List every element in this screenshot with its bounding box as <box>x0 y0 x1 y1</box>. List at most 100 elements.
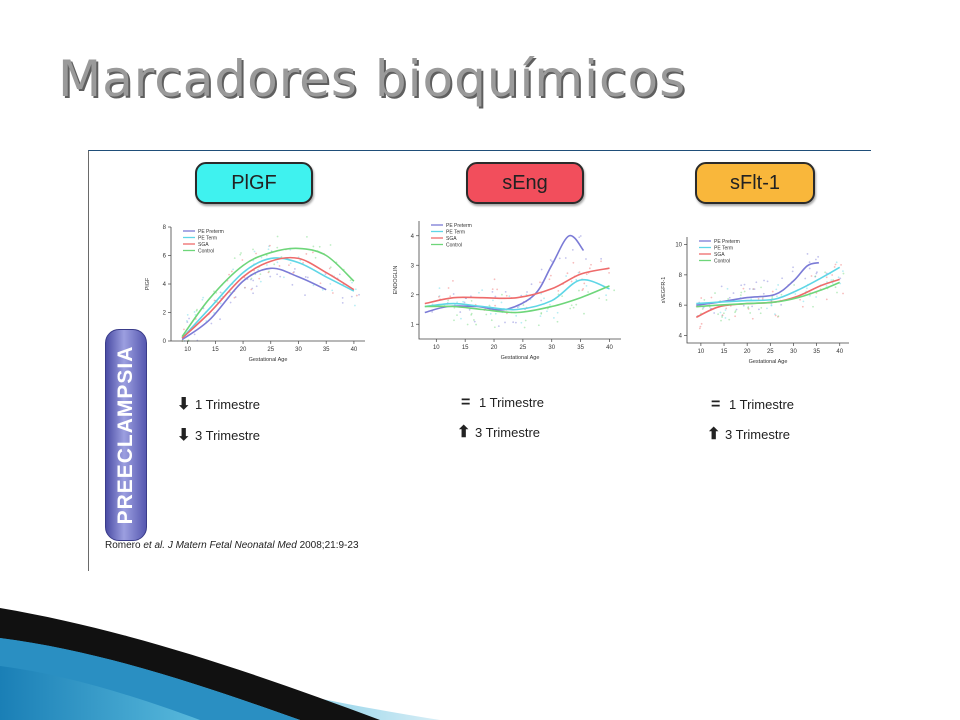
legend-label: PE Term <box>198 235 217 241</box>
trend-label: 3 Trimestre <box>475 425 541 440</box>
scatter-point <box>835 261 838 264</box>
scatter-point <box>605 299 608 301</box>
scatter-point <box>698 327 701 330</box>
scatter-point <box>252 292 254 295</box>
scatter-point <box>608 272 610 274</box>
scatter-point <box>734 310 737 312</box>
scatter-point <box>585 273 588 276</box>
scatter-point <box>257 268 259 271</box>
equal-icon: = <box>461 394 471 411</box>
scatter-point <box>587 291 589 293</box>
y-tick-label: 2 <box>411 293 415 299</box>
scatter-point <box>752 288 755 290</box>
scatter-point <box>520 321 523 324</box>
arrow-down-icon: ⬇ <box>177 396 191 413</box>
scatter-point <box>780 293 783 296</box>
scatter-point <box>505 294 508 297</box>
scatter-point <box>213 299 216 302</box>
scatter-point <box>494 304 497 307</box>
scatter-point <box>291 283 294 286</box>
scatter-point <box>834 263 837 266</box>
scatter-point <box>814 258 817 261</box>
series-line-sga <box>181 256 355 339</box>
scatter-point <box>815 272 818 275</box>
scatter-point <box>725 307 728 310</box>
arrow-up-icon: ⬆ <box>707 426 721 443</box>
scatter-point <box>749 312 752 314</box>
y-tick-label: 10 <box>675 243 682 249</box>
series-line-sga <box>695 278 840 319</box>
scatter-point <box>456 314 458 316</box>
x-tick-label: 35 <box>323 347 330 353</box>
decorative-swoosh <box>0 608 440 720</box>
scatter-point <box>702 306 705 309</box>
scatter-point <box>468 308 471 311</box>
x-axis-label: Gestational Age <box>501 355 540 361</box>
scatter-point <box>766 280 769 283</box>
scatter-point <box>288 264 290 267</box>
y-tick-label: 6 <box>679 303 683 309</box>
y-tick-label: 3 <box>411 263 415 269</box>
scatter-point <box>585 284 588 287</box>
x-tick-label: 30 <box>548 345 555 351</box>
scatter-point <box>734 311 736 314</box>
scatter-point <box>552 317 555 319</box>
scatter-point <box>575 278 578 281</box>
scatter-point <box>761 298 764 300</box>
scatter-point <box>438 295 441 297</box>
scatter-point <box>549 274 552 277</box>
trend-label: 1 Trimestre <box>195 397 261 412</box>
scatter-point <box>234 296 237 298</box>
scatter-point <box>331 289 334 292</box>
scatter-point <box>757 297 760 300</box>
scatter-point <box>713 312 716 314</box>
scatter-point <box>497 325 500 327</box>
scatter-point <box>462 300 464 303</box>
scatter-point <box>267 271 270 274</box>
scatter-point <box>556 311 559 314</box>
scatter-point <box>817 255 820 258</box>
x-tick-label: 40 <box>351 347 358 353</box>
trend-label: 3 Trimestre <box>725 427 791 442</box>
scatter-point <box>438 287 441 290</box>
scatter-point <box>539 281 541 284</box>
scatter-point <box>515 314 518 317</box>
arrow-up-icon: ⬆ <box>457 424 471 441</box>
citation-journal: J Matern Fetal Neonatal Med <box>167 540 297 551</box>
scatter-point <box>319 282 322 285</box>
scatter-point <box>714 292 716 294</box>
scatter-point <box>522 304 525 306</box>
scatter-point <box>232 268 235 271</box>
scatter-point <box>771 290 774 293</box>
x-tick-label: 15 <box>721 349 728 355</box>
scatter-point <box>341 297 344 299</box>
scatter-point <box>806 252 809 255</box>
scatter-point <box>557 289 560 292</box>
scatter-point <box>740 284 743 287</box>
scatter-point <box>799 298 801 301</box>
legend-label: PE Preterm <box>446 223 472 229</box>
scatter-point <box>740 291 743 294</box>
scatter-point <box>276 235 279 238</box>
scatter-point <box>268 244 271 247</box>
scatter-point <box>815 296 818 298</box>
scatter-point <box>755 281 758 284</box>
scatter-point <box>250 278 252 281</box>
y-tick-label: 8 <box>679 273 683 279</box>
scatter-point <box>839 277 842 280</box>
series-line-sga <box>424 267 610 305</box>
scatter-point <box>524 319 527 322</box>
scatter-point <box>260 256 263 259</box>
scatter-point <box>752 288 754 291</box>
scatter-point <box>276 246 279 249</box>
x-tick-label: 30 <box>790 349 797 355</box>
pill-sflt1-label: sFlt-1 <box>730 171 780 194</box>
scatter-point <box>598 297 601 300</box>
scatter-point <box>539 315 542 318</box>
scatter-point <box>720 319 722 322</box>
x-tick-label: 10 <box>184 347 191 353</box>
scatter-point <box>774 313 776 316</box>
scatter-point <box>804 277 807 280</box>
scatter-point <box>338 273 341 276</box>
trend-label: 1 Trimestre <box>479 395 545 410</box>
